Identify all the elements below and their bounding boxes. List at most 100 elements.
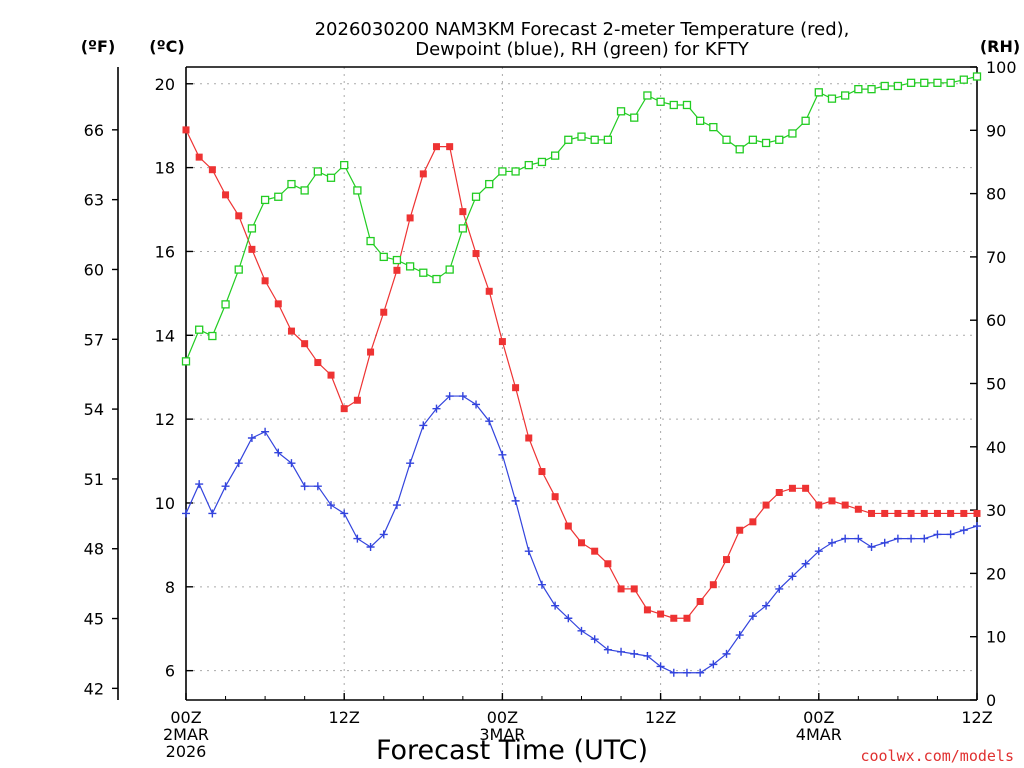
- dewpoint-point: [379, 530, 388, 539]
- rh-point: [419, 268, 428, 277]
- rh-point: [920, 78, 929, 87]
- temperature-point: [643, 606, 651, 614]
- temperature-point: [327, 371, 335, 379]
- temperature-point: [907, 509, 915, 517]
- fahrenheit-tick-label: 57: [84, 330, 104, 349]
- fahrenheit-tick-label: 42: [84, 679, 104, 698]
- rh-point: [709, 122, 718, 132]
- celsius-tick-label: 14: [155, 326, 175, 345]
- rh-point: [181, 357, 191, 366]
- rh-point: [498, 167, 507, 176]
- rh-point: [893, 81, 903, 91]
- celsius-tick-label: 16: [155, 242, 175, 261]
- temperature-point: [498, 338, 506, 346]
- dewpoint-point: [735, 631, 744, 640]
- rh-point: [340, 160, 349, 170]
- rh-point: [880, 81, 889, 91]
- temperature-point: [709, 581, 717, 589]
- dewpoint-point: [959, 526, 968, 535]
- rh-point: [300, 186, 309, 195]
- rh-point: [485, 179, 494, 189]
- rh-point: [234, 265, 243, 274]
- celsius-tick-label: 10: [155, 494, 175, 513]
- rh-point: [788, 129, 797, 138]
- rh-point: [432, 274, 441, 284]
- fahrenheit-tick-label: 51: [84, 470, 104, 489]
- series-filled-square: [182, 126, 981, 622]
- temperature-point: [235, 212, 243, 220]
- temperature-point: [670, 614, 678, 622]
- rh-point: [933, 78, 942, 87]
- dewpoint-point: [682, 668, 691, 677]
- temperature-point: [367, 348, 375, 356]
- temperature-point: [261, 277, 269, 285]
- rh-point: [405, 262, 415, 271]
- time-tick-label: 12Z: [645, 708, 676, 727]
- rh-point: [748, 135, 758, 144]
- temperature-point: [287, 327, 295, 335]
- temperature-point: [195, 153, 203, 161]
- dewpoint-point: [406, 459, 415, 468]
- time-tick-label: 00Z: [803, 708, 834, 727]
- temperature-point: [723, 556, 731, 564]
- rh-point: [590, 135, 599, 144]
- rh-point: [616, 107, 626, 116]
- series-line: [185, 75, 978, 362]
- dewpoint-point: [551, 601, 560, 610]
- dewpoint-point: [907, 534, 916, 543]
- rh-point: [471, 192, 481, 201]
- temperature-point: [393, 266, 401, 274]
- time-tick-label: 12Z: [961, 708, 992, 727]
- temperature-point: [406, 214, 414, 222]
- rh-axis: 0 10 20 30 40 50 60 70 80 90 100: [970, 58, 1017, 710]
- rh-point: [801, 116, 810, 125]
- rh-point: [445, 265, 454, 274]
- dewpoint-point: [880, 538, 889, 547]
- dewpoint-point: [564, 614, 573, 623]
- temperature-point: [696, 597, 704, 605]
- dewpoint-point: [485, 417, 494, 426]
- rh-point: [195, 325, 204, 334]
- chart-title-line2: Dewpoint (blue), RH (green) for KFTY: [415, 39, 750, 60]
- temperature-point: [353, 396, 361, 404]
- rh-point: [722, 135, 731, 144]
- series-open-square: [181, 72, 982, 366]
- rh-point: [313, 167, 322, 176]
- temperature-point: [301, 340, 309, 348]
- temperature-point: [578, 539, 585, 547]
- temperature-point: [432, 143, 440, 151]
- rh-point: [827, 94, 837, 103]
- dewpoint-point: [392, 501, 401, 510]
- dewpoint-point: [195, 480, 204, 489]
- temperature-point: [920, 509, 928, 517]
- dewpoint-point: [617, 647, 626, 656]
- dewpoint-point: [722, 649, 731, 658]
- dewpoint-point: [498, 450, 507, 459]
- dewpoint-point: [827, 538, 836, 547]
- temperature-point: [459, 208, 467, 216]
- temperature-point: [208, 166, 216, 174]
- fahrenheit-tick-label: 54: [84, 400, 104, 419]
- rh-tick-label: 100: [986, 58, 1017, 77]
- dewpoint-point: [327, 501, 336, 510]
- dewpoint-point: [748, 612, 757, 621]
- rh-tick-label: 70: [986, 248, 1006, 267]
- temperature-point: [591, 547, 599, 555]
- dewpoint-point: [669, 668, 678, 677]
- dewpoint-point: [973, 522, 981, 531]
- rh-point: [814, 88, 823, 97]
- temperature-point: [222, 191, 230, 199]
- dewpoint-point: [933, 530, 942, 539]
- temperature-point: [802, 484, 810, 492]
- celsius-tick-label: 6: [165, 662, 175, 681]
- temperature-point: [248, 245, 256, 253]
- dewpoint-point: [353, 534, 362, 543]
- rh-tick-label: 90: [986, 121, 1006, 140]
- dewpoint-point: [867, 542, 876, 551]
- dewpoint-point: [300, 482, 309, 491]
- dewpoint-point: [182, 509, 190, 518]
- temperature-point: [419, 170, 427, 178]
- rh-point: [643, 91, 652, 100]
